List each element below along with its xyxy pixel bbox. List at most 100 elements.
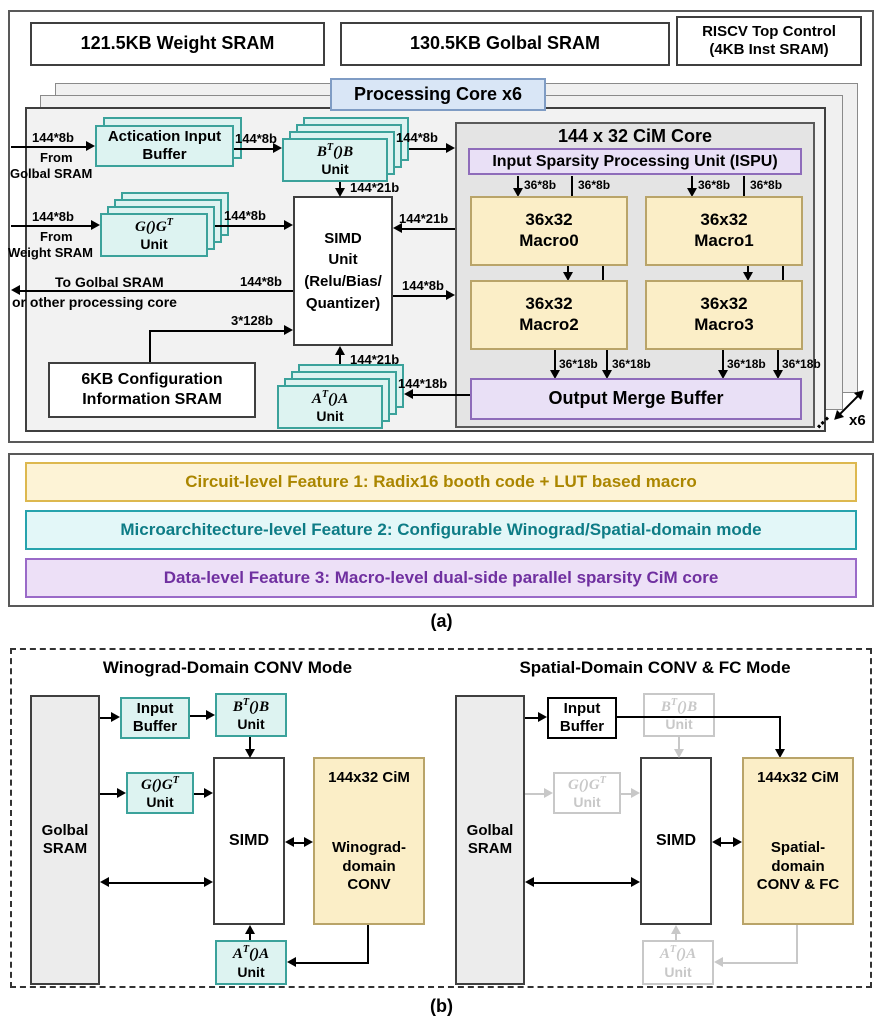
riscv-line1: RISCV Top Control (702, 22, 836, 40)
line (367, 925, 369, 964)
simd-line4: Quantizer) (305, 294, 381, 312)
line (743, 176, 745, 196)
config-sram-box: 6KB Configuration Information SRAM (48, 362, 256, 418)
macro-name: Macro0 (519, 231, 579, 250)
macro-size: 36x32 (700, 210, 748, 230)
arrowhead (631, 877, 640, 887)
bus-width-label: 144*8b (32, 130, 74, 145)
cim-mode-line2: domain (771, 857, 825, 875)
ata-math-label: AT()A (659, 944, 697, 963)
arrowhead (287, 957, 296, 967)
caption-a: (a) (430, 611, 453, 631)
line (675, 932, 677, 940)
arrowhead (733, 837, 742, 847)
btb-math-label: BT()B (660, 696, 698, 715)
line (215, 225, 284, 227)
ggt-math-label: G()GT (135, 216, 173, 235)
arrowhead (335, 188, 345, 197)
cim-size-label: 144x32 CiM (328, 769, 410, 786)
source-label: Golbal SRAM (10, 166, 93, 181)
arrowhead (335, 346, 345, 355)
feature-bar-3: Data-level Feature 3: Macro-level dual-s… (25, 558, 857, 598)
arrowhead (446, 143, 455, 153)
unit-label: Unit (140, 236, 168, 253)
sram-line2: SRAM (467, 840, 513, 857)
input-line1: Input (136, 699, 174, 717)
input-line2: Buffer (559, 718, 605, 735)
bus-width-label: 144*8b (402, 278, 444, 293)
btb-math-label: BT()B (316, 141, 354, 160)
bus-width-label: 144*21b (399, 211, 449, 226)
line (747, 266, 749, 272)
line (533, 882, 632, 884)
arrowhead (714, 957, 723, 967)
spatial-golbal-sram: Golbal SRAM (455, 695, 525, 985)
line (779, 716, 781, 749)
line (782, 266, 784, 280)
feature-3-text: Data-level Feature 3: Macro-level dual-s… (163, 568, 719, 587)
line (413, 394, 470, 396)
arrowhead (446, 290, 455, 300)
arrowhead (393, 223, 402, 233)
line (234, 148, 274, 150)
arrowhead (671, 925, 681, 934)
x6-label: x6 (849, 412, 866, 429)
arrowhead (563, 272, 573, 281)
feature-2-text: Microarchitecture-level Feature 2: Confi… (120, 520, 762, 539)
input-line2: Buffer (132, 718, 178, 735)
line (190, 715, 207, 717)
line (402, 228, 455, 230)
line (339, 352, 341, 364)
ata-math-label: AT()A (311, 388, 349, 407)
sram-line1: Golbal (466, 821, 514, 839)
line (678, 737, 680, 750)
line (194, 793, 205, 795)
arrowhead (117, 788, 126, 798)
winograd-ata-unit: AT()A Unit (215, 940, 287, 985)
line (296, 962, 369, 964)
source-label: From (40, 229, 73, 244)
bus-width-label: 36*8b (524, 178, 557, 192)
line (339, 182, 341, 189)
line (100, 717, 112, 719)
macro-name: Macro3 (694, 315, 754, 334)
line (149, 330, 151, 362)
source-label: From (40, 150, 73, 165)
weight-sram-label: 121.5KB Weight SRAM (80, 33, 275, 54)
winograd-golbal-sram: Golbal SRAM (30, 695, 100, 985)
arrowhead (245, 925, 255, 934)
config-sram-line1: 6KB Configuration (81, 371, 223, 389)
line (606, 350, 608, 370)
line (149, 330, 284, 332)
sram-line1: Golbal (41, 821, 89, 839)
line (11, 225, 92, 227)
line (108, 882, 205, 884)
source-label: Weight SRAM (8, 245, 93, 260)
line (554, 350, 556, 370)
input-line1: Input (563, 699, 601, 717)
arrowhead (86, 141, 95, 151)
arrowhead (550, 370, 560, 379)
macro2: 36x32 Macro2 (470, 280, 628, 350)
line (567, 266, 569, 272)
ggt-math-label: G()GT (568, 774, 606, 793)
ata-math-label: AT()A (232, 944, 270, 963)
ata-unit: AT()A Unit (277, 385, 383, 429)
line (722, 350, 724, 370)
winograd-mode-title: Winograd-Domain CONV Mode (102, 658, 353, 677)
config-sram-line2: Information SRAM (82, 391, 222, 408)
line (602, 266, 604, 280)
simd-label: SIMD (229, 832, 269, 850)
bus-width-label: 36*18b (559, 357, 598, 371)
macro-size: 36x32 (525, 294, 573, 314)
winograd-cim-box: 144x32 CiM Winograd- domain CONV (313, 757, 425, 925)
bus-width-label: 144*21b (350, 352, 400, 367)
cim-mode-line2: domain (342, 857, 396, 875)
ggt-unit: G()GT Unit (100, 213, 208, 257)
bus-width-label: 144*8b (32, 209, 74, 224)
line (796, 925, 798, 964)
bus-width-label: 36*8b (750, 178, 783, 192)
arrowhead (513, 188, 523, 197)
bus-width-label: 144*18b (398, 376, 448, 391)
bus-width-label: 144*21b (350, 180, 400, 195)
